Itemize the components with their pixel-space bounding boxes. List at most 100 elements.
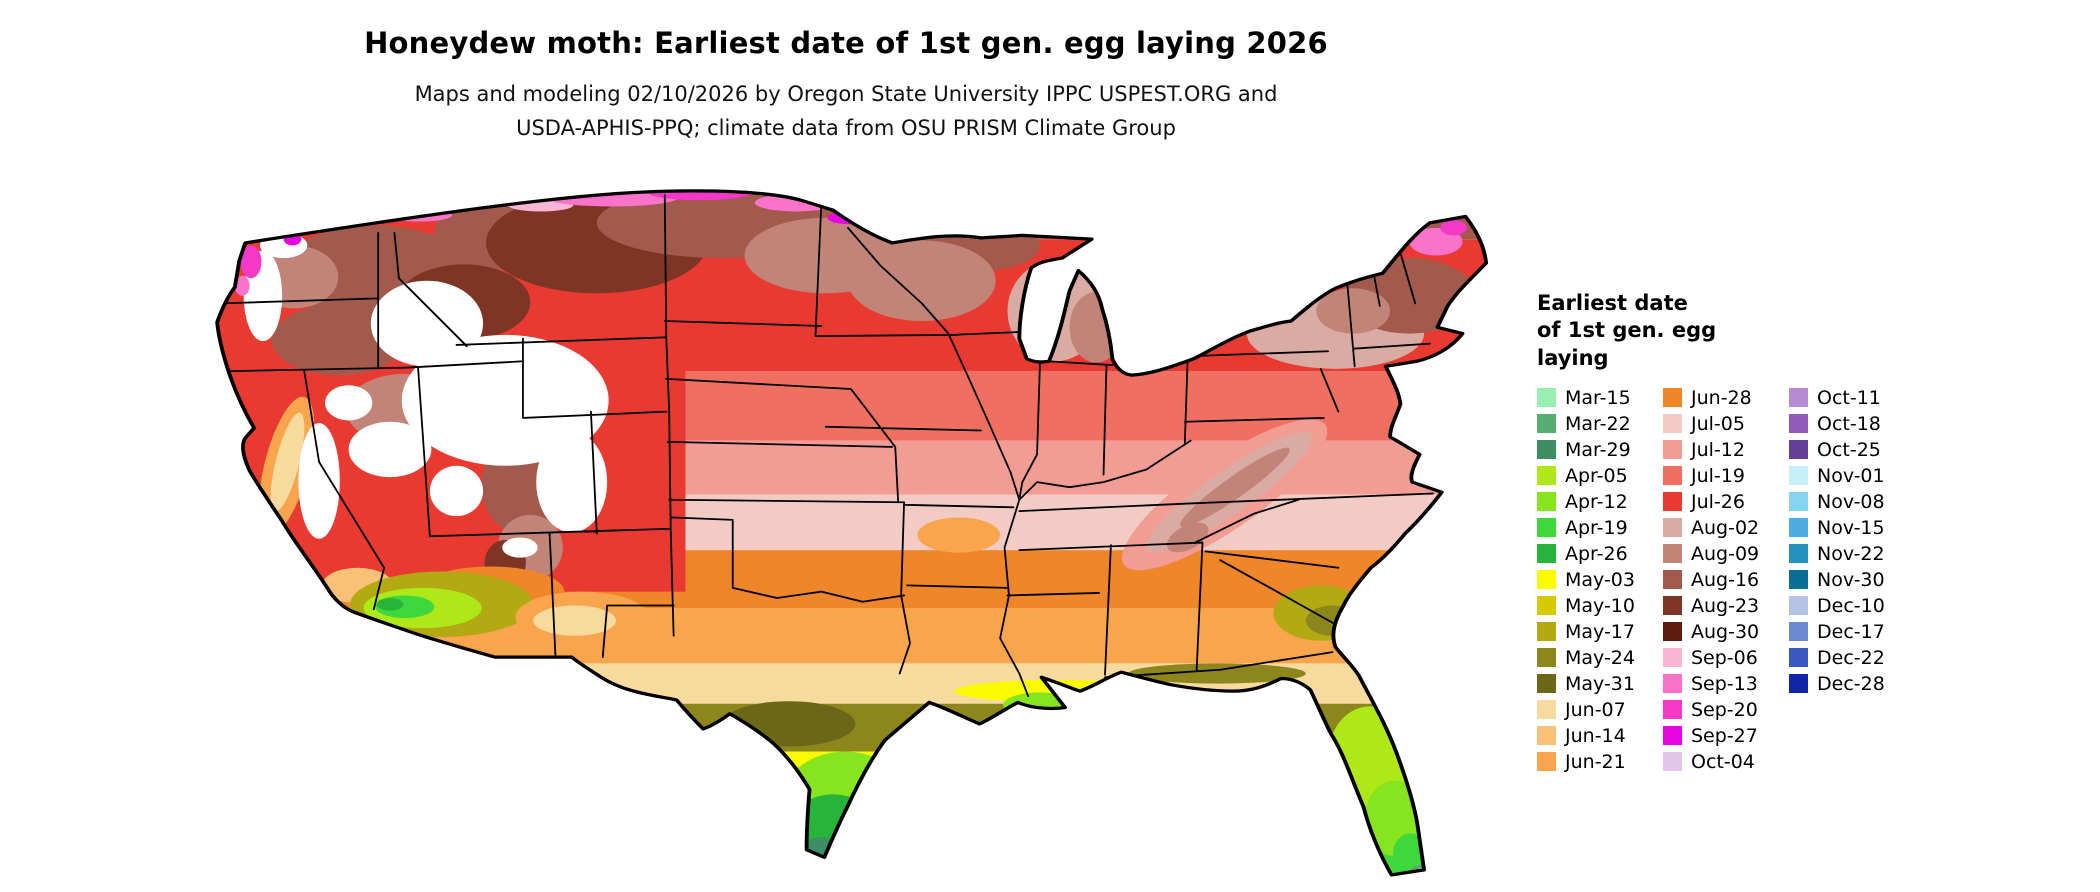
legend-date-label: Dec-22 xyxy=(1817,646,1885,669)
legend-item: Sep-13 xyxy=(1663,671,1789,697)
legend-item: May-10 xyxy=(1537,593,1663,619)
page-title: Honeydew moth: Earliest date of 1st gen.… xyxy=(364,26,1328,60)
legend-title: Earliest date of 1st gen. egg laying xyxy=(1537,290,1885,372)
legend-date-label: May-03 xyxy=(1565,568,1635,591)
legend-date-label: Jun-21 xyxy=(1565,750,1626,773)
legend-date-label: May-10 xyxy=(1565,594,1635,617)
map-region-no-data xyxy=(429,465,484,517)
legend-date-label: Oct-04 xyxy=(1691,750,1755,773)
legend-date-label: Nov-08 xyxy=(1817,490,1885,513)
legend-swatch xyxy=(1789,570,1808,590)
legend-swatch xyxy=(1663,622,1682,642)
legend-date-label: Oct-25 xyxy=(1817,438,1881,461)
legend-date-label: Dec-10 xyxy=(1817,594,1885,617)
legend-swatch xyxy=(1789,518,1808,538)
legend-swatch xyxy=(1663,700,1682,720)
legend-item: Apr-12 xyxy=(1537,489,1663,515)
map-region-no-data xyxy=(536,431,608,533)
legend-swatch xyxy=(1537,544,1556,564)
map-region-no-data xyxy=(502,537,538,558)
legend-date-label: Aug-16 xyxy=(1691,568,1760,591)
legend-item: May-24 xyxy=(1537,645,1663,671)
legend-item: Nov-22 xyxy=(1789,541,1885,567)
legend-item: Jul-26 xyxy=(1663,489,1789,515)
legend-swatch xyxy=(1789,492,1808,512)
legend-swatch xyxy=(1537,674,1556,694)
legend-swatch xyxy=(1663,492,1682,512)
legend-item: Mar-22 xyxy=(1537,411,1663,437)
map-region xyxy=(791,794,875,855)
legend-swatch xyxy=(1537,596,1556,616)
legend-item: Apr-19 xyxy=(1537,515,1663,541)
map-region xyxy=(1069,292,1123,363)
legend-item: Jun-28 xyxy=(1663,385,1789,411)
legend-swatch xyxy=(1663,518,1682,538)
legend-swatch xyxy=(1663,596,1682,616)
legend-item: Apr-26 xyxy=(1537,541,1663,567)
map-region-no-data xyxy=(348,421,432,478)
legend-item: Dec-17 xyxy=(1789,619,1885,645)
legend-swatch xyxy=(1537,440,1556,460)
legend-swatch xyxy=(1537,622,1556,642)
legend-date-label: Sep-20 xyxy=(1691,698,1758,721)
legend-item: Jul-05 xyxy=(1663,411,1789,437)
legend-swatch xyxy=(1537,388,1556,408)
legend-swatch xyxy=(1537,648,1556,668)
legend-swatch xyxy=(1537,466,1556,486)
legend-date-label: Sep-06 xyxy=(1691,646,1758,669)
map-region-no-data xyxy=(401,334,609,466)
legend-date-label: Dec-28 xyxy=(1817,672,1885,695)
legend-swatch xyxy=(1789,544,1808,564)
map-region-no-data xyxy=(298,422,340,539)
legend-swatch xyxy=(1537,414,1556,434)
legend-columns: Mar-15 Mar-22 Mar-29 Apr-05 Apr-12 Apr-19 Apr-… xyxy=(1537,385,1885,775)
legend-swatch xyxy=(1789,648,1808,668)
legend-item: May-03 xyxy=(1537,567,1663,593)
legend-item: May-17 xyxy=(1537,619,1663,645)
legend-item: Jun-14 xyxy=(1537,723,1663,749)
legend-column: Oct-11 Oct-18 Oct-25 Nov-01 Nov-08 Nov-15 Nov-… xyxy=(1789,385,1885,775)
legend-swatch xyxy=(1537,726,1556,746)
legend-date-label: Nov-22 xyxy=(1817,542,1885,565)
map-region xyxy=(1440,220,1467,236)
legend-item: Sep-27 xyxy=(1663,723,1789,749)
legend-title-line: laying xyxy=(1537,345,1609,370)
legend-item: Apr-05 xyxy=(1537,463,1663,489)
legend-date-label: Apr-12 xyxy=(1565,490,1628,513)
legend-item: Jun-21 xyxy=(1537,749,1663,775)
legend-date-label: Aug-09 xyxy=(1691,542,1760,565)
map-region-no-data xyxy=(325,385,373,421)
legend-item: Nov-15 xyxy=(1789,515,1885,541)
legend-date-label: Jul-19 xyxy=(1691,464,1745,487)
map-region xyxy=(847,240,996,321)
map-region xyxy=(533,605,617,636)
legend-date-label: Oct-11 xyxy=(1817,386,1881,409)
map-region xyxy=(240,245,262,279)
legend-date-label: Oct-18 xyxy=(1817,412,1881,435)
legend-date-label: Nov-30 xyxy=(1817,568,1885,591)
legend-date-label: Apr-05 xyxy=(1565,464,1628,487)
legend-swatch xyxy=(1789,674,1808,694)
map-region xyxy=(1316,288,1391,334)
legend-item: Aug-16 xyxy=(1663,567,1789,593)
legend-date-label: Jun-14 xyxy=(1565,724,1626,747)
legend-item: Dec-28 xyxy=(1789,671,1885,697)
legend-item: Mar-29 xyxy=(1537,437,1663,463)
map-region xyxy=(217,809,1487,875)
legend-date-label: Mar-15 xyxy=(1565,386,1631,409)
legend-item: Oct-25 xyxy=(1789,437,1885,463)
legend-item: Nov-30 xyxy=(1789,567,1885,593)
legend-column: Jun-28 Jul-05 Jul-12 Jul-19 Jul-26 Aug-02 Aug-… xyxy=(1663,385,1789,775)
legend-column: Mar-15 Mar-22 Mar-29 Apr-05 Apr-12 Apr-19 Apr-… xyxy=(1537,385,1663,775)
legend-item: May-31 xyxy=(1537,671,1663,697)
legend-date-label: Sep-27 xyxy=(1691,724,1758,747)
legend-date-label: Jun-28 xyxy=(1691,386,1752,409)
map-region xyxy=(270,412,305,512)
legend-item: Jul-12 xyxy=(1663,437,1789,463)
legend-date-label: Jul-26 xyxy=(1691,490,1745,513)
map-region xyxy=(722,701,856,747)
legend-item: Aug-23 xyxy=(1663,593,1789,619)
legend-item: Sep-20 xyxy=(1663,697,1789,723)
legend-title-line: Earliest date xyxy=(1537,291,1688,315)
